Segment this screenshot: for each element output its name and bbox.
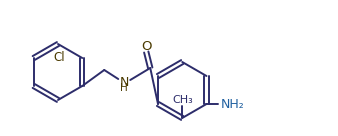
Text: NH₂: NH₂ <box>220 98 244 110</box>
Text: O: O <box>141 39 151 52</box>
Text: CH₃: CH₃ <box>173 95 194 105</box>
Text: H: H <box>120 83 128 93</box>
Text: Cl: Cl <box>53 51 65 64</box>
Text: N: N <box>120 75 129 89</box>
